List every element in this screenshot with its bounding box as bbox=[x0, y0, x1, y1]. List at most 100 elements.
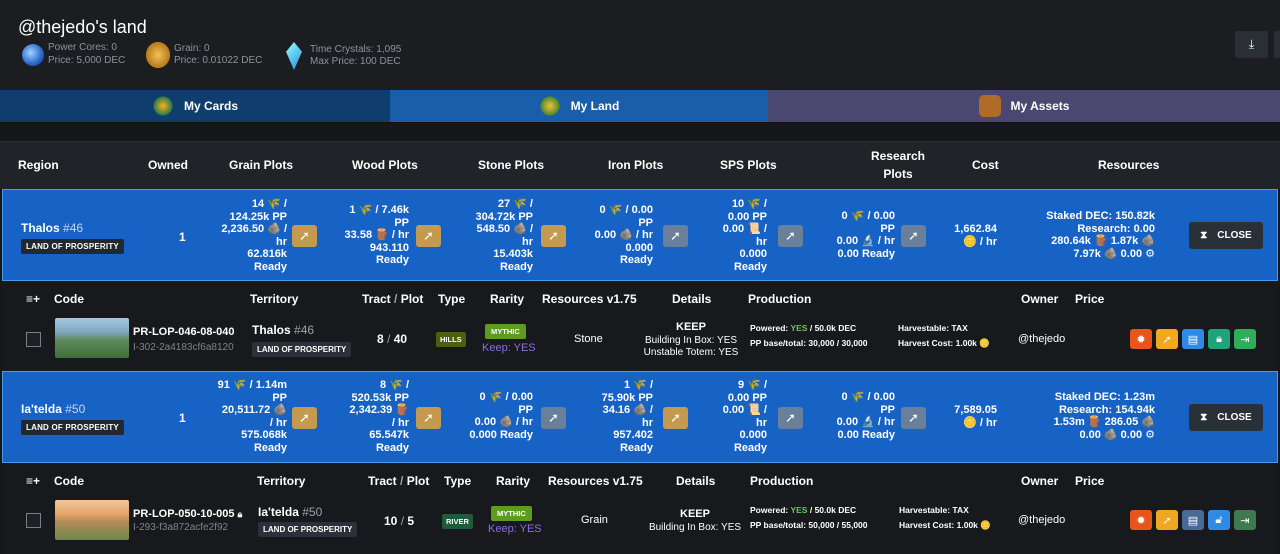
col-details[interactable]: Details bbox=[672, 292, 712, 306]
plot-owner[interactable]: @thejedo bbox=[1018, 514, 1066, 526]
iron-plots-cell: 1 🌾 /75.90k PP 34.16 🪨 / hr 957.402 Ready bbox=[601, 379, 653, 454]
col-tract-plot[interactable]: Tract / Plot bbox=[368, 474, 430, 488]
col-owned[interactable]: Owned bbox=[148, 158, 189, 172]
cost-cell: 1,662.84 🪙 / hr bbox=[954, 223, 997, 248]
tab-my-assets[interactable]: My Assets bbox=[768, 90, 1280, 123]
expand-all-icon[interactable]: ≡+ bbox=[26, 474, 41, 488]
tab-my-cards-label: My Cards bbox=[183, 99, 239, 113]
col-rarity[interactable]: Rarity bbox=[496, 474, 531, 488]
col-owner[interactable]: Owner bbox=[1021, 292, 1059, 306]
harvest-iron-button[interactable]: ➚ bbox=[663, 225, 688, 247]
region-row-thalos[interactable]: Thalos #46 LAND OF PROSPERITY 1 14 🌾 /12… bbox=[2, 189, 1278, 281]
harvest-research-button[interactable]: ➚ bbox=[901, 225, 926, 247]
settings-button[interactable]: ✹ bbox=[1130, 510, 1152, 530]
settings-button[interactable]: ✹ bbox=[1130, 329, 1152, 349]
harvest-grain-button[interactable]: ➚ bbox=[292, 225, 317, 247]
plot-actions: ✹ ➚ ▤ 🔓︎ ⇥ bbox=[1130, 510, 1256, 530]
col-price[interactable]: Price bbox=[1075, 292, 1105, 306]
plot-id: I-302-2a4183cf6a8120 bbox=[133, 342, 234, 353]
col-territory[interactable]: Territory bbox=[257, 474, 306, 488]
plot-production: Powered: YES / 50.0k DEC PP base/total: … bbox=[750, 505, 868, 530]
land-table-header: Region Owned Grain Plots Wood Plots Ston… bbox=[0, 141, 1280, 189]
col-research-plots[interactable]: Research Plots bbox=[866, 147, 930, 183]
col-resources[interactable]: Resources bbox=[1098, 158, 1160, 172]
col-details[interactable]: Details bbox=[676, 474, 716, 488]
plot-type-badge: HILLS bbox=[436, 332, 466, 347]
plot-code[interactable]: PR-LOP-050-10-005 🔒︎ bbox=[133, 508, 243, 520]
time-crystals-count: Time Crystals: 1,095 bbox=[310, 43, 402, 55]
plot-owner[interactable]: @thejedo bbox=[1018, 333, 1066, 345]
region-badge: LAND OF PROSPERITY bbox=[21, 420, 124, 435]
col-resources-v[interactable]: Resources v1.75 bbox=[542, 292, 637, 306]
harvest-button[interactable]: ➚ bbox=[1156, 510, 1178, 530]
harvest-iron-button[interactable]: ➚ bbox=[663, 407, 688, 429]
harvest-icon: ➚ bbox=[908, 410, 919, 425]
plot-details: KEEP Building In Box: YES bbox=[648, 508, 742, 533]
plot-tract-plot: 8 / 40 bbox=[377, 332, 408, 346]
col-cost[interactable]: Cost bbox=[972, 158, 999, 172]
col-grain-plots[interactable]: Grain Plots bbox=[229, 158, 294, 172]
harvest-sps-button[interactable]: ➚ bbox=[778, 407, 803, 429]
harvest-wood-button[interactable]: ➚ bbox=[416, 225, 441, 247]
harvest-stone-button[interactable]: ➚ bbox=[541, 225, 566, 247]
harvest-button[interactable]: ➚ bbox=[1156, 329, 1178, 349]
col-iron-plots[interactable]: Iron Plots bbox=[608, 158, 664, 172]
region-badge: LAND OF PROSPERITY bbox=[21, 239, 124, 254]
research-plots-cell: 0 🌾 / 0.00 PP 0.00 🔬 / hr 0.00 Ready bbox=[836, 210, 895, 260]
col-price[interactable]: Price bbox=[1075, 474, 1105, 488]
extra-button[interactable] bbox=[1274, 31, 1280, 58]
col-production[interactable]: Production bbox=[748, 292, 812, 306]
col-tract-plot[interactable]: Tract / Plot bbox=[362, 292, 424, 306]
select-checkbox[interactable] bbox=[26, 513, 41, 528]
region-row-iatelda[interactable]: Ia'telda #50 LAND OF PROSPERITY 1 91 🌾 /… bbox=[2, 371, 1278, 463]
resources-cell: Staked DEC: 1.23m Research: 154.94k 1.53m … bbox=[1053, 391, 1155, 441]
col-sps-plots[interactable]: SPS Plots bbox=[720, 158, 777, 172]
download-icon: ⤓ bbox=[1248, 37, 1255, 51]
power-core-icon bbox=[22, 43, 44, 66]
transfer-icon: ⇥ bbox=[1240, 514, 1250, 527]
wood-plots-cell: 1 🌾 / 7.46k PP 33.58 🪵 / hr 943.110 Ready bbox=[344, 204, 409, 267]
col-type[interactable]: Type bbox=[438, 292, 466, 306]
harvest-wood-button[interactable]: ➚ bbox=[416, 407, 441, 429]
unlock-button[interactable]: 🔓︎ bbox=[1208, 510, 1230, 530]
harvest-stone-button[interactable]: ➚ bbox=[541, 407, 566, 429]
col-production[interactable]: Production bbox=[750, 474, 814, 488]
col-territory[interactable]: Territory bbox=[250, 292, 299, 306]
transfer-button[interactable]: ⇥ bbox=[1234, 329, 1256, 349]
tab-my-land[interactable]: My Land bbox=[390, 90, 768, 123]
select-checkbox[interactable] bbox=[26, 332, 41, 347]
market-button[interactable]: ▤ bbox=[1182, 329, 1204, 349]
market-button[interactable]: ▤ bbox=[1182, 510, 1204, 530]
time-crystals-stat: Time Crystals: 1,095 Max Price: 100 DEC bbox=[286, 42, 401, 70]
col-owner[interactable]: Owner bbox=[1021, 474, 1059, 488]
lock-icon: 🔒︎ bbox=[1216, 332, 1222, 345]
tab-my-assets-label: My Assets bbox=[1010, 99, 1070, 113]
plot-thumbnail[interactable] bbox=[55, 318, 129, 358]
lock-icon: 🔒︎ bbox=[237, 509, 243, 519]
col-stone-plots[interactable]: Stone Plots bbox=[478, 158, 545, 172]
plot-thumbnail[interactable] bbox=[55, 500, 129, 540]
lock-button[interactable]: 🔒︎ bbox=[1208, 329, 1230, 349]
col-wood-plots[interactable]: Wood Plots bbox=[352, 158, 418, 172]
col-code[interactable]: Code bbox=[54, 292, 84, 306]
tab-my-cards[interactable]: My Cards bbox=[0, 90, 390, 123]
close-region-button[interactable]: ⧗ CLOSE bbox=[1189, 404, 1263, 431]
close-region-button[interactable]: ⧗ CLOSE bbox=[1189, 222, 1263, 249]
col-resources-v[interactable]: Resources v1.75 bbox=[548, 474, 643, 488]
transfer-button[interactable]: ⇥ bbox=[1234, 510, 1256, 530]
col-rarity[interactable]: Rarity bbox=[490, 292, 525, 306]
download-button[interactable]: ⤓ bbox=[1235, 31, 1268, 58]
plot-harvest-info: Harvestable: TAX Harvest Cost: 1.00k 🪙 bbox=[898, 323, 990, 348]
col-region[interactable]: Region bbox=[18, 158, 59, 172]
col-code[interactable]: Code bbox=[54, 474, 84, 488]
harvest-icon: ➚ bbox=[670, 410, 681, 425]
harvest-grain-button[interactable]: ➚ bbox=[292, 407, 317, 429]
harvest-sps-button[interactable]: ➚ bbox=[778, 225, 803, 247]
resources-cell: Staked DEC: 150.82k Research: 0.00 280.64k… bbox=[1046, 210, 1155, 260]
expand-all-icon[interactable]: ≡+ bbox=[26, 292, 41, 306]
power-cores-stat: Power Cores: 0 Price: 5,000 DEC bbox=[22, 42, 125, 67]
plot-code[interactable]: PR-LOP-046-08-040 bbox=[133, 326, 235, 338]
col-type[interactable]: Type bbox=[444, 474, 472, 488]
harvest-research-button[interactable]: ➚ bbox=[901, 407, 926, 429]
cards-icon bbox=[151, 95, 174, 117]
